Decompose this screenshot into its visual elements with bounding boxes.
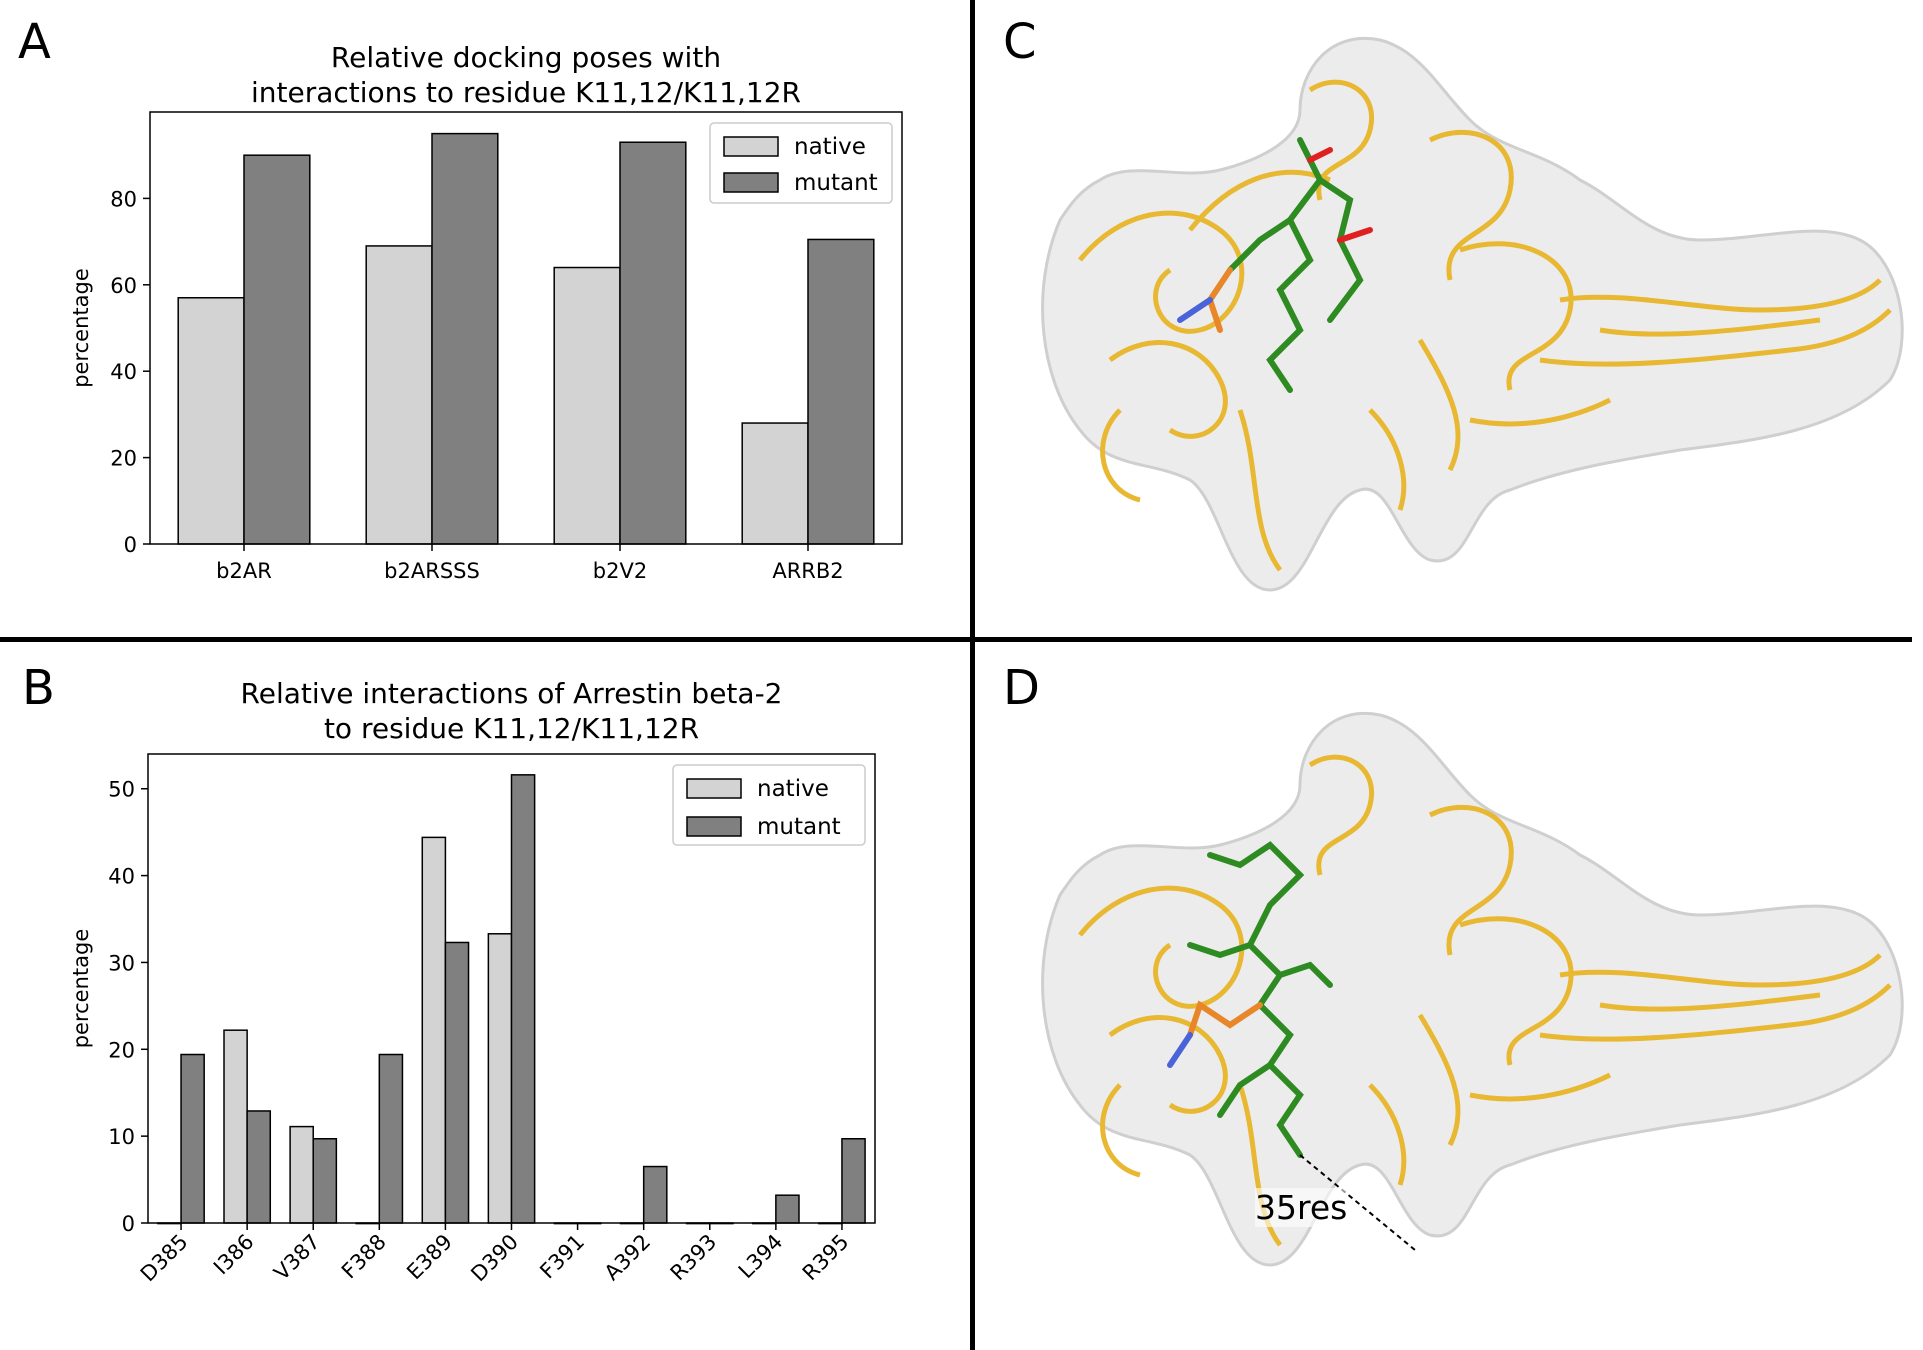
bar-mutant (246, 1110, 272, 1224)
y-axis-label: percentage (69, 268, 93, 388)
bar-native (177, 297, 245, 545)
x-tick-label: R393 (666, 1230, 722, 1286)
bar-mutant (312, 1138, 338, 1224)
bar-native (223, 1029, 248, 1224)
ligand-sticks (1177, 137, 1373, 393)
ribbon-backbone (1078, 754, 1892, 1247)
ligand-sticks (1167, 841, 1333, 1158)
bar-mutant (180, 1053, 205, 1224)
legend-swatch-native (723, 136, 779, 157)
protein-structure-c (1041, 37, 1904, 592)
y-tick-label: 40 (110, 360, 137, 384)
x-tick-label: D390 (466, 1230, 523, 1287)
x-tick-label: b2ARSSS (384, 559, 480, 583)
panel-letter-c: C (1003, 14, 1037, 70)
y-tick-label: 40 (108, 865, 135, 889)
bar-native (553, 266, 621, 545)
plot-frame (147, 753, 876, 1224)
y-tick-label: 30 (108, 951, 135, 975)
bar-mutant (619, 141, 687, 545)
legend-label-mutant: mutant (794, 170, 878, 196)
y-tick-label: 0 (122, 1212, 135, 1236)
x-tick-label: V387 (269, 1230, 324, 1285)
y-tick-label: 20 (110, 447, 137, 471)
bar-native (421, 836, 447, 1224)
protein-structure-d (1041, 712, 1904, 1267)
distance-label: 35res (1255, 1188, 1348, 1227)
bar-mutant (431, 132, 499, 545)
legend-label-native: native (794, 134, 866, 160)
bar-mutant (243, 154, 311, 545)
ribbon-backbone (1078, 79, 1892, 572)
x-tick-label: E389 (402, 1230, 457, 1285)
y-axis-label: percentage (69, 929, 93, 1049)
bar-native (741, 422, 809, 545)
legend-label-native: native (757, 776, 829, 802)
x-tick-label: R395 (798, 1230, 854, 1286)
bar-mutant (841, 1138, 866, 1224)
molecular-surface (1041, 37, 1904, 592)
y-tick-label: 0 (124, 533, 137, 557)
bar-mutant (510, 774, 536, 1224)
bar-mutant (444, 941, 470, 1224)
panel-letter-d: D (1003, 660, 1040, 716)
chart-title-line: Relative docking poses with (331, 41, 721, 74)
bar-native (289, 1125, 314, 1224)
chart-title-line: interactions to residue K11,12/K11,12R (251, 76, 801, 109)
chart-title-line: to residue K11,12/K11,12R (324, 712, 699, 745)
molecular-surface (1041, 712, 1904, 1267)
y-tick-label: 60 (110, 274, 137, 298)
bar-mutant (775, 1194, 800, 1224)
y-tick-label: 10 (108, 1125, 135, 1149)
x-tick-label: b2AR (216, 559, 272, 583)
x-tick-label: I386 (209, 1230, 259, 1280)
x-tick-label: A392 (600, 1230, 655, 1285)
x-tick-label: D385 (136, 1230, 193, 1287)
legend-swatch-mutant (723, 172, 779, 193)
bar-native (365, 245, 433, 545)
legend-label-mutant: mutant (757, 814, 841, 840)
x-tick-label: L394 (734, 1230, 788, 1284)
plot-frame (149, 111, 903, 545)
bar-mutant (642, 1165, 668, 1224)
chart-a: Relative docking poses withinteractions … (69, 41, 903, 583)
legend-swatch-native (686, 778, 742, 799)
panel-letter-b: B (22, 660, 55, 716)
y-tick-label: 50 (108, 778, 135, 802)
y-tick-label: 80 (110, 187, 137, 211)
horizontal-divider (0, 637, 1912, 642)
chart-title-line: Relative interactions of Arrestin beta-2 (241, 677, 783, 710)
chart-b: Relative interactions of Arrestin beta-2… (69, 677, 876, 1287)
vertical-divider (970, 0, 975, 1350)
distance-line (1299, 1154, 1416, 1251)
x-tick-label: b2V2 (593, 559, 647, 583)
x-tick-label: F388 (337, 1230, 391, 1284)
bar-mutant (378, 1053, 404, 1224)
bar-mutant (807, 238, 875, 545)
panel-letter-a: A (18, 14, 51, 70)
legend-swatch-mutant (686, 816, 742, 837)
bar-native (487, 933, 513, 1224)
x-tick-label: ARRB2 (772, 559, 843, 583)
y-tick-label: 20 (108, 1038, 135, 1062)
x-tick-label: F391 (535, 1230, 589, 1284)
